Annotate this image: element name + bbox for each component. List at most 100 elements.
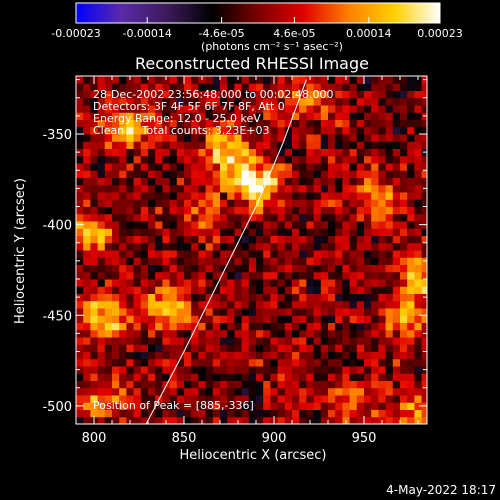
heatmap-cell [342, 322, 351, 331]
heatmap-cell [205, 228, 214, 236]
y-axis-label: Heliocentric Y (arcsec) [13, 178, 28, 324]
heatmap-cell [112, 83, 120, 91]
heatmap-cell [292, 358, 300, 367]
heatmap-cell [263, 300, 271, 309]
heatmap-cell [169, 76, 178, 84]
heatmap-cell [256, 337, 264, 345]
heatmap-cell [248, 192, 257, 200]
heatmap-cell [342, 213, 351, 222]
heatmap-cell [162, 373, 171, 381]
heatmap-cell [299, 83, 307, 91]
heatmap-cell [400, 192, 408, 200]
heatmap-cell [155, 257, 163, 265]
heatmap-cell [126, 90, 135, 99]
heatmap-cell [263, 264, 271, 273]
heatmap-cell [205, 409, 214, 418]
heatmap-cell [335, 315, 343, 323]
heatmap-cell [191, 192, 199, 200]
heatmap-cell [392, 97, 401, 106]
heatmap-cell [234, 271, 243, 280]
heatmap-cell [176, 112, 185, 120]
heatmap-cell [414, 105, 423, 113]
heatmap-cell [335, 177, 343, 186]
heatmap-cell [306, 134, 315, 142]
heatmap-cells [76, 76, 427, 424]
heatmap-cell [342, 409, 351, 418]
heatmap-cell [119, 97, 127, 106]
heatmap-cell [328, 228, 336, 236]
heatmap-cell [356, 380, 365, 389]
heatmap-cell [191, 250, 199, 258]
heatmap-cell [162, 221, 171, 229]
heatmap-cell [335, 105, 343, 113]
heatmap-cell [97, 416, 106, 424]
heatmap-cell [320, 134, 329, 142]
heatmap-cell [400, 206, 408, 215]
heatmap-cell [133, 155, 142, 164]
heatmap-cell [256, 315, 264, 323]
heatmap-cell [83, 199, 91, 207]
heatmap-cell [248, 134, 257, 142]
heatmap-cell [227, 300, 235, 309]
heatmap-cell [155, 242, 163, 251]
heatmap-cell [320, 206, 329, 215]
heatmap-cell [349, 213, 358, 222]
heatmap-cell [212, 155, 221, 164]
heatmap-cell [112, 192, 120, 200]
heatmap-cell [205, 257, 214, 265]
heatmap-cell [306, 271, 315, 280]
heatmap-cell [306, 141, 315, 149]
heatmap-cell [356, 279, 365, 287]
heatmap-cell [356, 97, 365, 106]
heatmap-cell [155, 308, 163, 316]
heatmap-cell [155, 213, 163, 222]
heatmap-cell [220, 148, 228, 157]
heatmap-cell [392, 177, 401, 186]
heatmap-cell [104, 213, 113, 222]
heatmap-cell [284, 184, 293, 193]
heatmap-cell [104, 293, 113, 302]
heatmap-cell [133, 380, 142, 389]
heatmap-cell [378, 264, 387, 273]
heatmap-cell [378, 134, 387, 142]
heatmap-cell [83, 293, 91, 302]
heatmap-cell [299, 119, 307, 128]
heatmap-cell [234, 286, 243, 294]
heatmap-cell [378, 395, 387, 403]
heatmap-cell [104, 141, 113, 149]
heatmap-cell [76, 141, 84, 149]
heatmap-cell [133, 409, 142, 418]
heatmap-cell [328, 271, 336, 280]
heatmap-cell [234, 192, 243, 200]
heatmap-cell [126, 279, 135, 287]
heatmap-cell [385, 213, 394, 222]
heatmap-cell [169, 308, 178, 316]
heatmap-cell [284, 228, 293, 236]
heatmap-cell [313, 373, 322, 381]
heatmap-cell [306, 170, 315, 178]
heatmap-cell [198, 344, 207, 352]
heatmap-cell [148, 170, 156, 178]
heatmap-cell [212, 264, 221, 273]
x-axis-label: Heliocentric X (arcsec) [180, 448, 327, 463]
heatmap-cell [356, 264, 365, 273]
heatmap-cell [335, 337, 343, 345]
heatmap-cell [227, 170, 235, 178]
heatmap-cell [328, 351, 336, 360]
heatmap-cell [349, 228, 358, 236]
heatmap-cell [313, 293, 322, 302]
heatmap-cell [407, 141, 415, 149]
heatmap-cell [212, 257, 221, 265]
heatmap-cell [126, 344, 135, 352]
heatmap-cell [155, 286, 163, 294]
heatmap-cell [191, 344, 199, 352]
heatmap-cell [299, 155, 307, 164]
heatmap-cell [198, 206, 207, 215]
heatmap-cell [292, 409, 300, 418]
heatmap-cell [104, 134, 113, 142]
heatmap-cell [407, 395, 415, 403]
heatmap-cell [378, 351, 387, 360]
heatmap-cell [349, 184, 358, 193]
heatmap-cell [392, 395, 401, 403]
heatmap-cell [184, 250, 192, 258]
